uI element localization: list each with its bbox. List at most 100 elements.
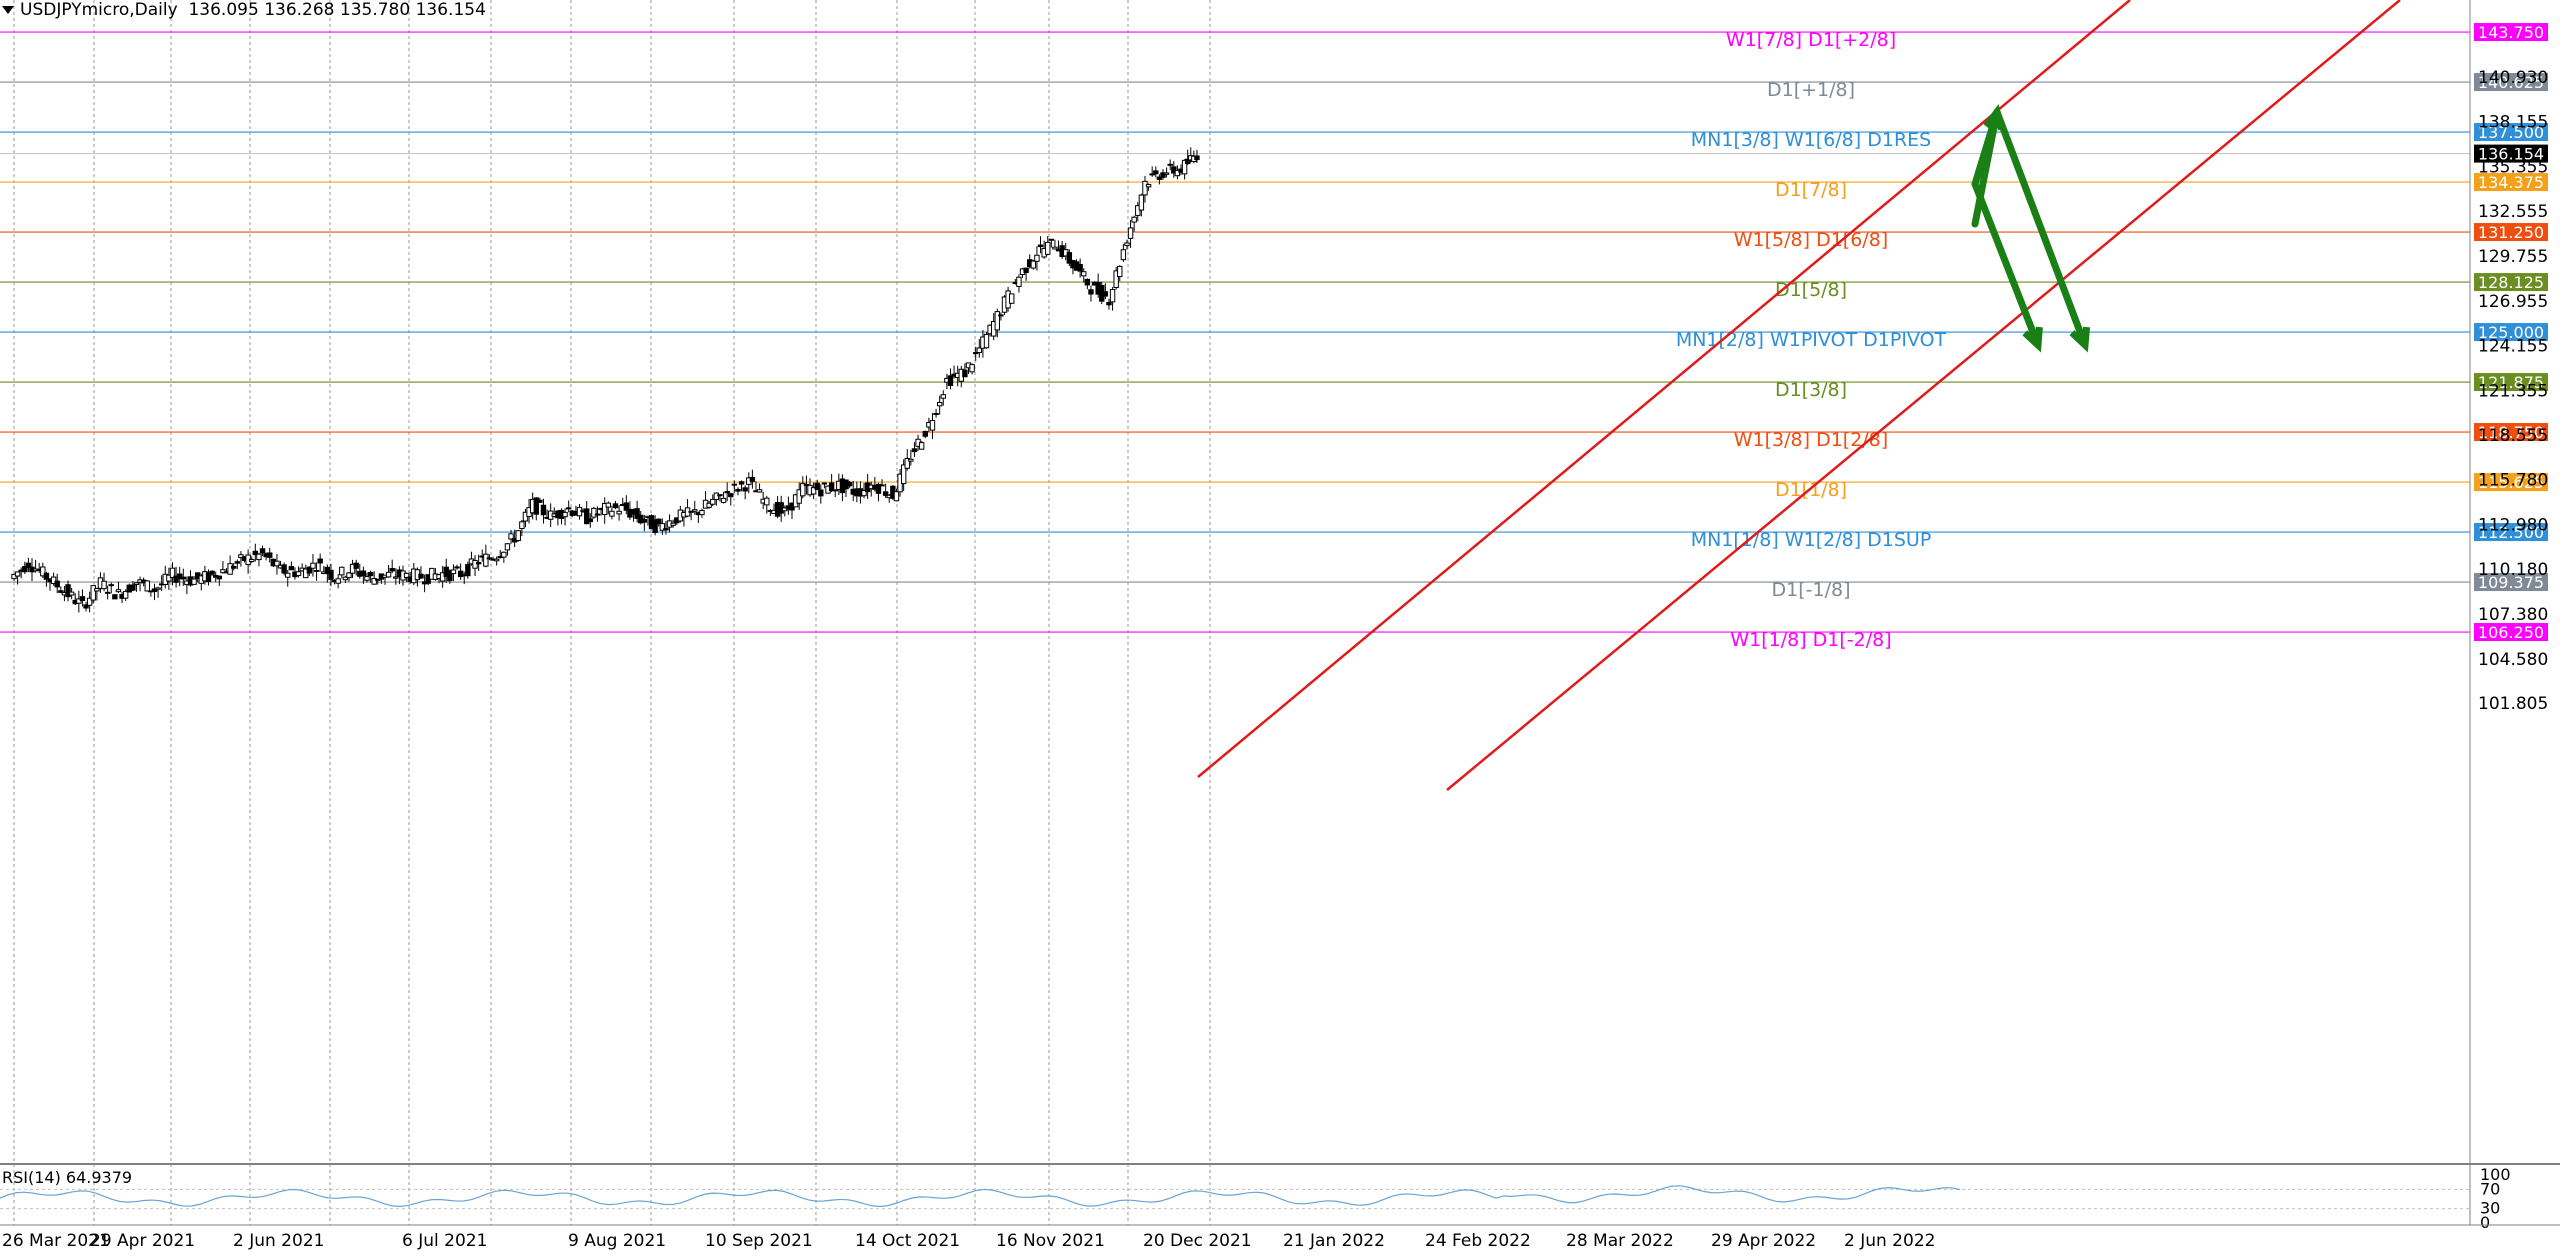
time-tick: 29 Apr 2022: [1711, 1231, 1816, 1251]
candle-body: [317, 558, 323, 564]
candle-body: [115, 589, 122, 593]
forecast-arrow-icon: [1971, 180, 2042, 349]
candle-body: [176, 573, 183, 580]
candle-body: [796, 489, 802, 504]
level-label: W1[7/8] D1[+2/8]: [1726, 29, 1896, 51]
price-tick: 107.380: [2478, 605, 2548, 625]
candle-body: [918, 442, 925, 450]
candle-body: [670, 522, 676, 526]
candle-body: [22, 566, 28, 573]
candle-body: [692, 509, 698, 512]
price-tag-label: 118.750: [2478, 423, 2544, 442]
candle-body: [267, 552, 273, 558]
candle-body: [936, 401, 943, 407]
dropdown-triangle-icon[interactable]: [2, 6, 14, 14]
candle-body: [828, 482, 835, 492]
price-tag: [2474, 273, 2548, 292]
candle-body: [882, 491, 889, 496]
candle-body: [623, 502, 630, 511]
candle-body: [1181, 159, 1188, 175]
time-tick: 9 Aug 2021: [568, 1231, 666, 1251]
rsi-tick: 30: [2480, 1199, 2500, 1218]
candle-body: [663, 528, 669, 531]
candle-body: [310, 562, 316, 569]
candle-body: [537, 499, 543, 503]
candle-body: [371, 577, 377, 585]
candle-body: [346, 572, 352, 579]
candle-body: [652, 519, 658, 533]
candle-body: [710, 498, 716, 505]
candle-body: [893, 491, 900, 502]
candle-body: [940, 394, 946, 399]
level-label: D1[3/8]: [1775, 379, 1847, 401]
candle-body: [108, 584, 114, 587]
candle-body: [1030, 260, 1037, 269]
candle-body: [447, 570, 453, 582]
candle-body: [180, 576, 186, 580]
price-axis[interactable]: 143.750 140.625 137.500 134.375 131.250 128.1…: [2469, 0, 2548, 1225]
price-tick: 129.755: [2478, 247, 2548, 267]
candle-body: [191, 578, 197, 585]
candle-body: [800, 482, 806, 497]
rsi-label: RSI(14) 64.9379: [2, 1168, 132, 1187]
candle-body: [933, 413, 939, 416]
candle-body: [688, 510, 694, 513]
candle-body: [591, 507, 597, 518]
candle-body: [54, 580, 60, 588]
price-tag: [2474, 423, 2548, 442]
price-tag-label: 134.375: [2478, 173, 2544, 192]
level-label: D1[5/8]: [1775, 279, 1847, 301]
candle-body: [58, 590, 64, 593]
price-tick: 126.955: [2478, 292, 2548, 312]
price-tag-label: 140.625: [2478, 73, 2544, 92]
candle-body: [724, 491, 730, 494]
candle-body: [364, 576, 370, 581]
symbol-header[interactable]: USDJPYmicro,Daily 136.095 136.268 135.78…: [2, 0, 486, 20]
candle-body: [65, 584, 71, 598]
candle-body: [634, 508, 640, 519]
forecast-arrows[interactable]: [1971, 104, 2091, 353]
level-label: D1[1/8]: [1775, 479, 1847, 501]
price-tag-label: 143.750: [2478, 23, 2544, 42]
candle-body: [216, 575, 223, 580]
candle-body: [104, 591, 111, 594]
candle-body: [40, 566, 46, 577]
candle-body: [76, 598, 82, 604]
price-tick: 115.780: [2478, 471, 2548, 491]
candle-body: [1023, 267, 1029, 273]
candle-body: [875, 483, 882, 494]
candle-body: [472, 559, 478, 569]
candle-body: [306, 566, 313, 574]
price-tag-label: 121.875: [2478, 373, 2544, 392]
candle-body: [389, 568, 395, 572]
candle-body: [969, 364, 975, 373]
time-tick: 20 Dec 2021: [1143, 1231, 1252, 1251]
candle-body: [79, 596, 86, 601]
price-tick: 132.555: [2478, 202, 2548, 222]
candle-body: [814, 482, 820, 490]
candle-body: [994, 311, 1001, 331]
time-tick: 2 Jun 2022: [1844, 1231, 1935, 1251]
price-tick: 104.580: [2478, 650, 2548, 670]
candle-body: [818, 489, 824, 497]
candle-body: [533, 497, 539, 515]
candle-body: [508, 533, 514, 540]
price-tick: 110.180: [2478, 560, 2548, 580]
candle-body: [602, 502, 608, 515]
candle-body: [713, 492, 720, 501]
candle-body: [450, 569, 457, 575]
candle-body: [155, 587, 161, 590]
price-tag-label: 109.375: [2478, 573, 2544, 592]
forecast-arrow-icon: [1993, 108, 2089, 349]
candle-body: [259, 548, 266, 554]
candle-body: [166, 574, 172, 582]
price-tag-label: 112.500: [2478, 523, 2544, 542]
candle-body: [1102, 291, 1109, 297]
candle-body: [335, 578, 341, 584]
trend-channel[interactable]: [1197, 0, 2401, 791]
time-tick: 16 Nov 2021: [996, 1231, 1105, 1251]
